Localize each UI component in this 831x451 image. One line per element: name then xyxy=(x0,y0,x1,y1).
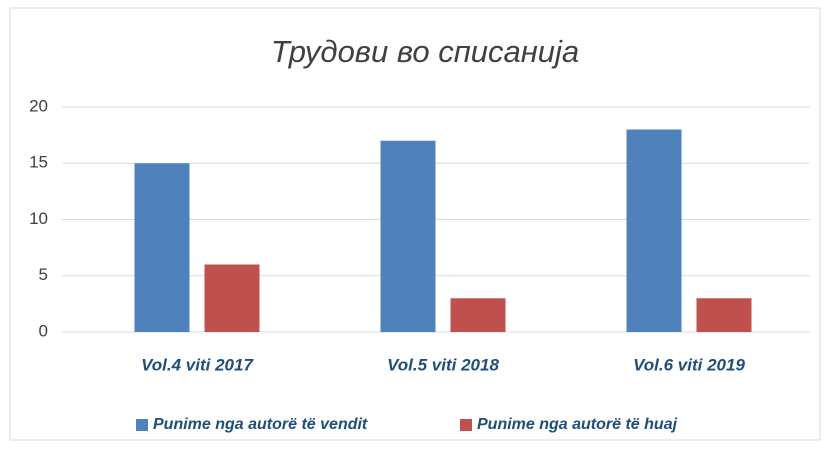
legend-label: Punime nga autorë të vendit xyxy=(153,416,368,433)
x-tick-label: Vol.6 viti 2019 xyxy=(633,355,745,374)
bar xyxy=(696,298,752,332)
bar xyxy=(134,163,190,332)
x-tick-label: Vol.5 viti 2018 xyxy=(387,355,499,374)
y-tick-label: 20 xyxy=(29,96,48,115)
y-tick-label: 15 xyxy=(29,153,48,172)
legend-label: Punime nga autorë të huaj xyxy=(477,416,678,433)
bar xyxy=(380,140,436,332)
bar xyxy=(204,264,260,332)
legend-swatch xyxy=(136,419,148,431)
x-tick-label: Vol.4 viti 2017 xyxy=(141,355,254,374)
legend-swatch xyxy=(460,419,472,431)
y-tick-label: 0 xyxy=(39,321,48,340)
chart-title: Трудови во списанија xyxy=(271,34,579,69)
bar xyxy=(626,129,682,332)
bar xyxy=(450,298,506,332)
y-tick-label: 10 xyxy=(29,209,48,228)
y-tick-label: 5 xyxy=(39,265,48,284)
